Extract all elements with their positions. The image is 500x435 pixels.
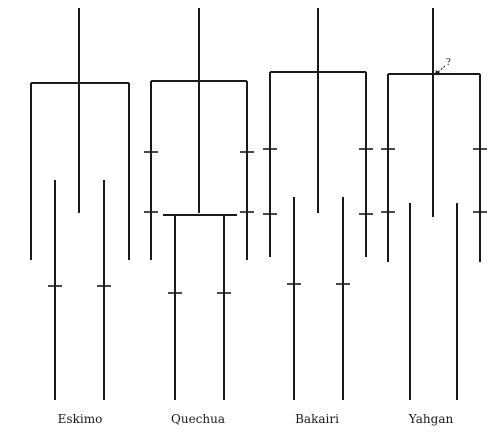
diagram-label-yahgan: Yahgan — [408, 412, 454, 426]
question-mark-annotation: ? — [446, 58, 451, 68]
diagram-eskimo: Eskimo — [30, 8, 130, 426]
diagram-label-bakairi: Bakairi — [295, 412, 339, 426]
diagram-yahgan: ? Yahgan — [381, 8, 487, 426]
diagram-bakairi: Bakairi — [263, 8, 373, 426]
diagram-quechua: Quechua — [144, 8, 254, 426]
diagram-label-quechua: Quechua — [171, 412, 225, 426]
diagram-label-eskimo: Eskimo — [58, 412, 103, 426]
arrowhead-icon — [435, 70, 440, 75]
